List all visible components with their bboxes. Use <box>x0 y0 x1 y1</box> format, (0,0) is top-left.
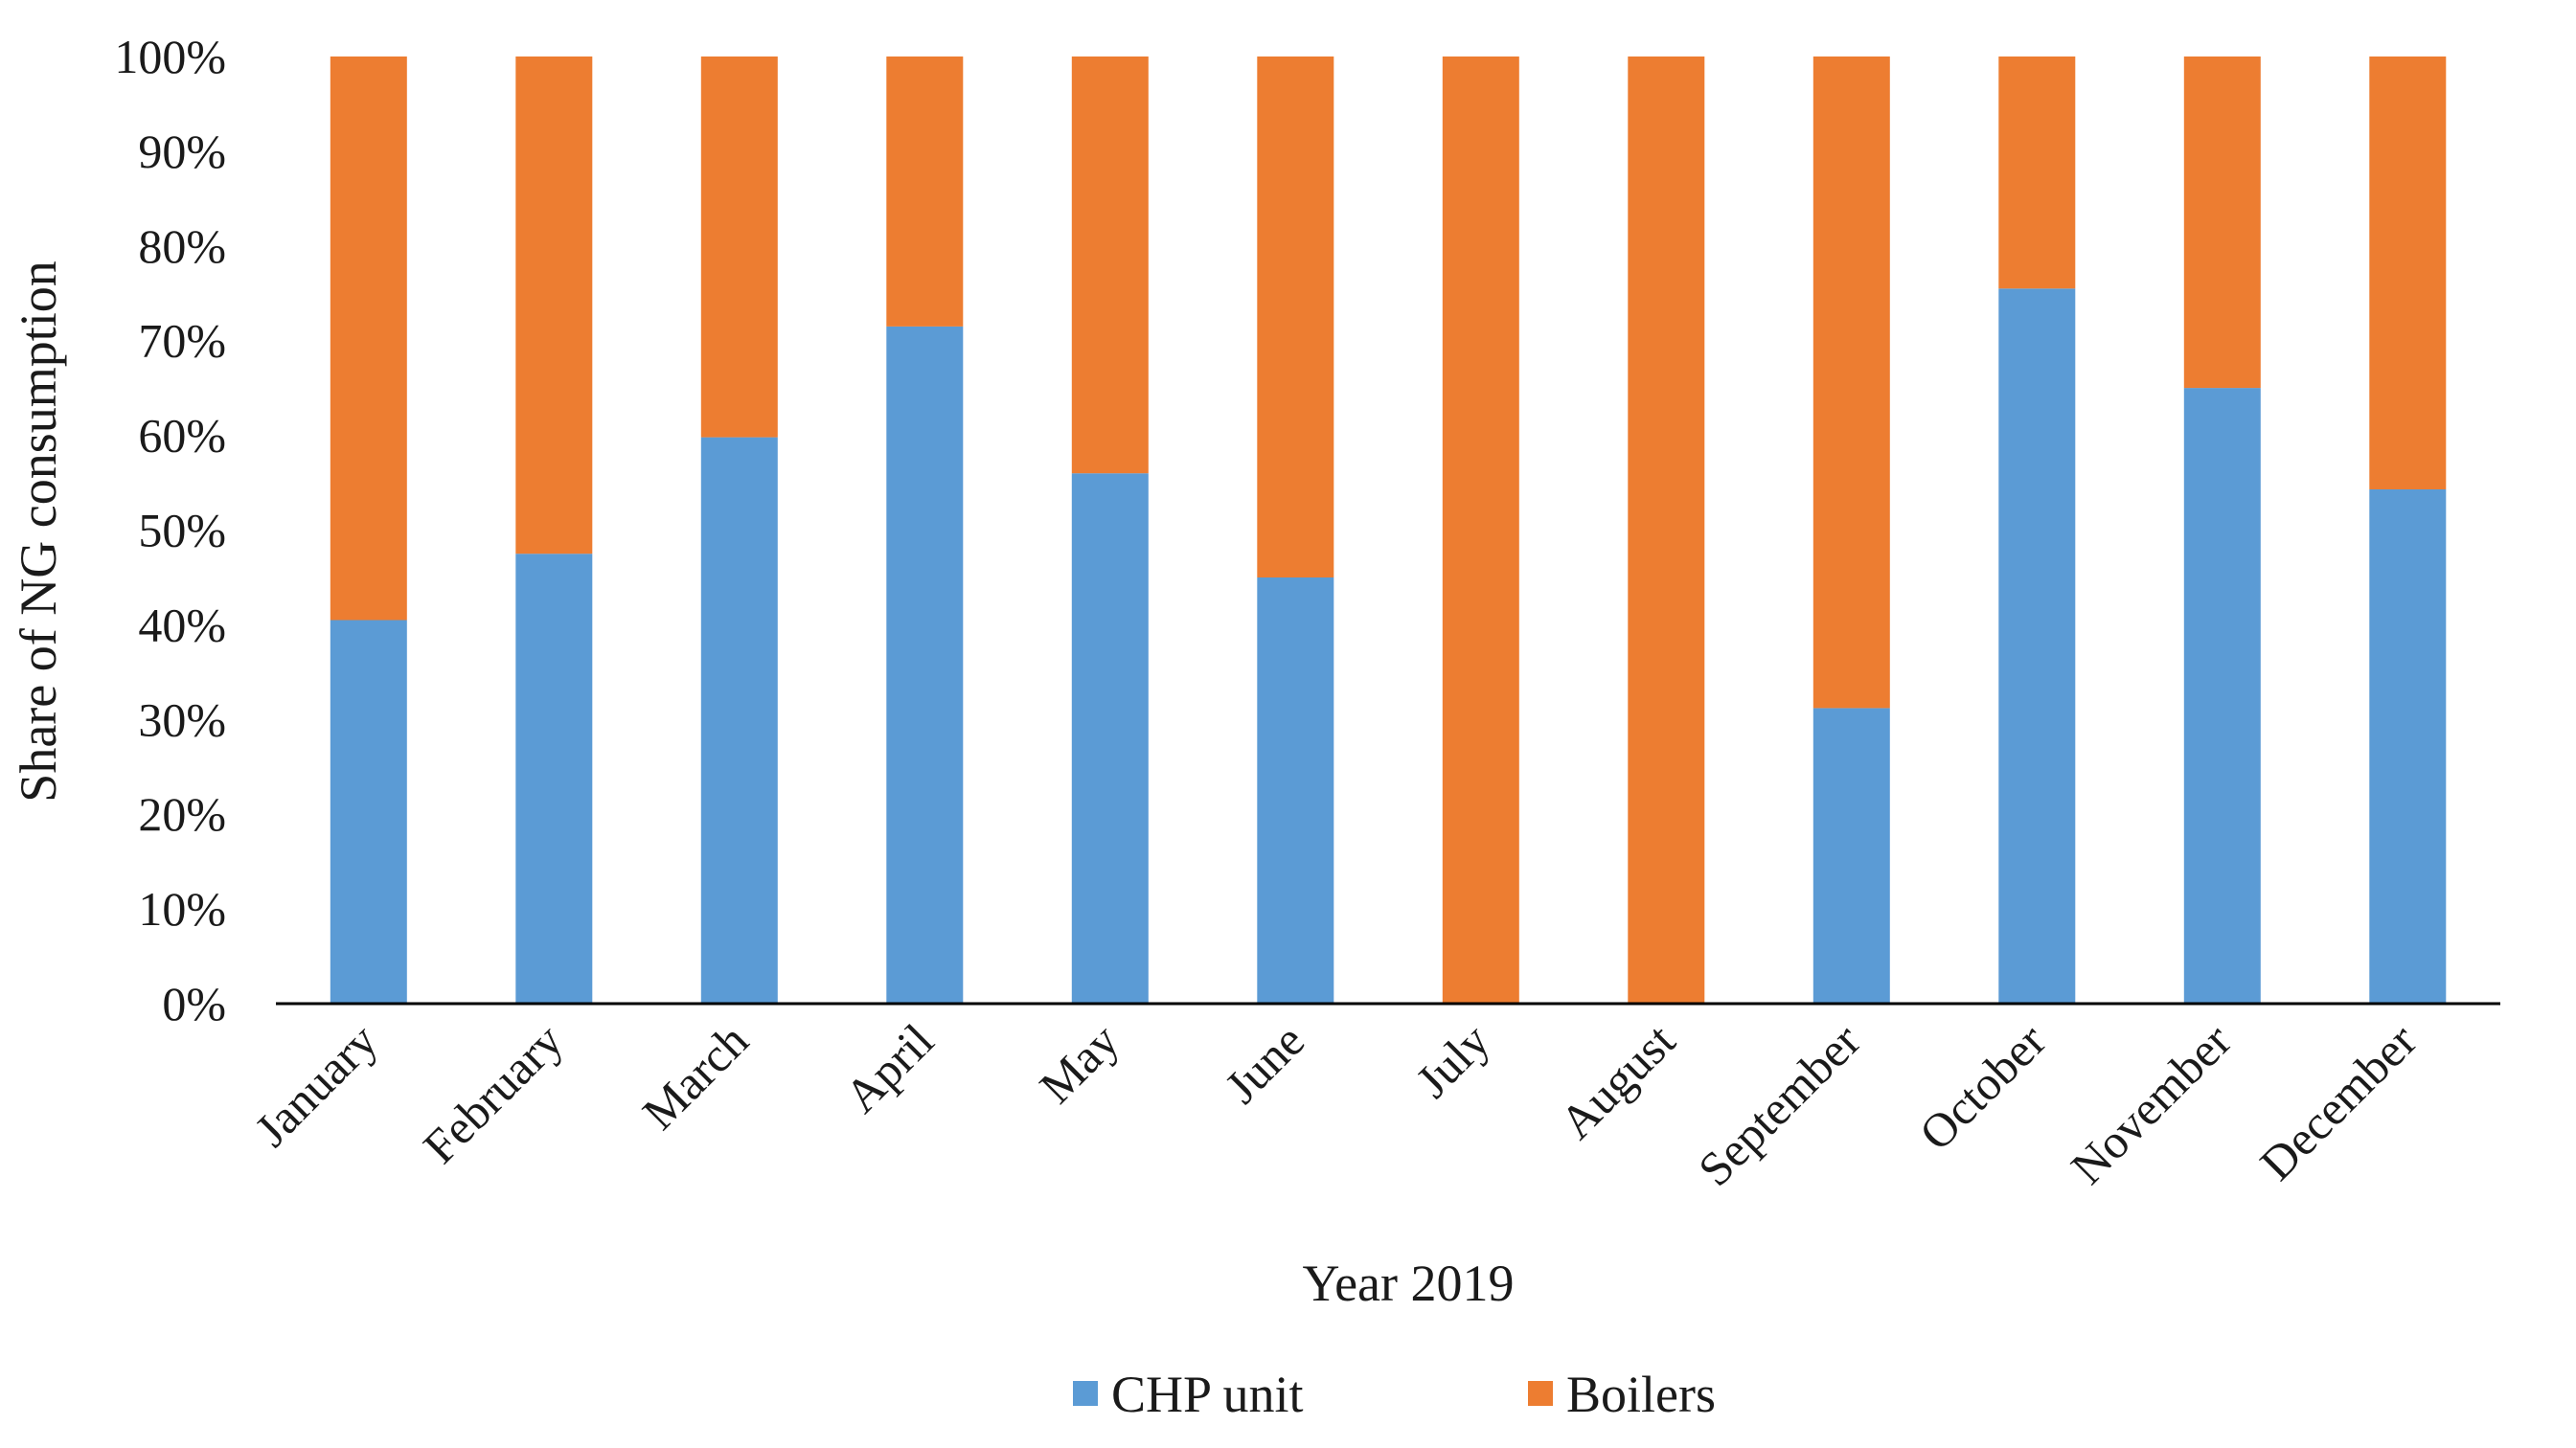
bar-boilers-november <box>2183 57 2261 389</box>
bar-boilers-june <box>1257 57 1334 577</box>
y-tick-label: 10% <box>138 882 226 936</box>
x-tick-label: December <box>2249 1013 2427 1190</box>
bar-chp-unit-october <box>1998 288 2076 1004</box>
y-tick-label: 0% <box>162 977 226 1030</box>
x-tick-label: March <box>632 1013 759 1140</box>
bar-boilers-february <box>515 57 593 554</box>
bar-boilers-september <box>1812 57 1890 709</box>
y-tick-label: 40% <box>138 598 226 651</box>
bar-chp-unit-january <box>330 620 407 1004</box>
bar-boilers-october <box>1998 57 2076 289</box>
x-tick-label: November <box>2061 1013 2242 1194</box>
y-tick-label: 80% <box>138 219 226 273</box>
legend-label-boilers: Boilers <box>1566 1366 1716 1423</box>
bar-chp-unit-february <box>515 554 593 1004</box>
bar-boilers-august <box>1628 57 1705 1004</box>
y-tick-label: 100% <box>114 30 226 83</box>
bar-chp-unit-september <box>1812 708 1890 1004</box>
y-tick-label: 20% <box>138 787 226 841</box>
legend-label-chp-unit: CHP unit <box>1111 1366 1304 1423</box>
bar-chp-unit-november <box>2183 388 2261 1005</box>
bars <box>330 57 2447 1005</box>
y-tick-label: 50% <box>138 504 226 557</box>
bar-boilers-may <box>1071 57 1149 474</box>
y-axis-ticks: 0% 10% 20% 30% 40% 50% 60% 70% 80% 90% 100% <box>114 30 226 1030</box>
y-tick-label: 30% <box>138 692 226 746</box>
bar-boilers-july <box>1442 57 1519 1004</box>
bar-boilers-march <box>700 57 778 438</box>
x-tick-label: June <box>1215 1013 1314 1113</box>
x-axis-ticks: January February March April May June July Augu… <box>244 1013 2427 1196</box>
x-tick-label: April <box>834 1013 944 1122</box>
bar-boilers-december <box>2369 57 2447 489</box>
x-tick-label: February <box>413 1013 573 1173</box>
bar-chp-unit-may <box>1071 473 1149 1004</box>
bar-chp-unit-december <box>2369 489 2447 1004</box>
x-tick-label: August <box>1549 1013 1685 1149</box>
x-tick-label: September <box>1688 1013 1871 1196</box>
bar-chp-unit-april <box>886 326 964 1004</box>
bar-chp-unit-june <box>1257 577 1334 1004</box>
legend-swatch-chp-unit <box>1073 1381 1098 1406</box>
y-tick-label: 70% <box>138 314 226 368</box>
bar-boilers-april <box>886 57 964 327</box>
x-axis-title: Year 2019 <box>1302 1255 1514 1312</box>
y-axis-title: Share of NG consumption <box>10 260 67 802</box>
plot-area <box>276 57 2500 1006</box>
legend: CHP unit Boilers <box>1073 1366 1716 1423</box>
x-tick-label: May <box>1029 1013 1128 1113</box>
legend-swatch-boilers <box>1528 1381 1553 1406</box>
bar-boilers-january <box>330 57 407 621</box>
x-tick-label: January <box>244 1013 388 1157</box>
x-tick-label: July <box>1405 1013 1500 1108</box>
bar-chp-unit-march <box>700 437 778 1005</box>
y-tick-label: 60% <box>138 409 226 463</box>
x-tick-label: October <box>1909 1013 2057 1161</box>
y-tick-label: 90% <box>138 124 226 178</box>
